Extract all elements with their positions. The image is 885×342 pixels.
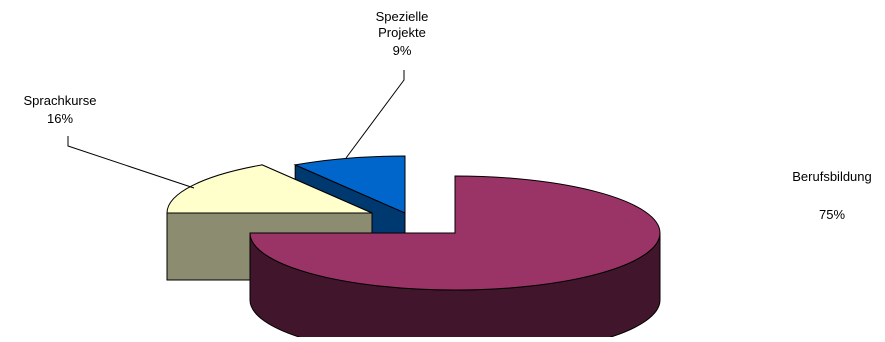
leader-line-sprachkurse	[67, 136, 195, 189]
label-spezielle-projekte-name: Spezielle	[376, 9, 429, 24]
data-labels: Berufsbildung 75% Sprachkurse 16% SpezielleP…	[24, 9, 872, 222]
slice-top	[249, 175, 661, 291]
label-sprachkurse-value: 16%	[47, 111, 73, 126]
slice-top	[293, 155, 406, 214]
pie-slice-berufsbildung	[249, 175, 661, 342]
label-spezielle-projekte-name: Projekte	[378, 25, 426, 40]
label-sprachkurse-name: Sprachkurse	[24, 93, 97, 108]
label-berufsbildung-value: 75%	[819, 207, 845, 222]
slice-top	[166, 164, 373, 214]
slices-layer	[166, 155, 661, 342]
leader-line-spezielle-projekte	[345, 70, 405, 159]
label-berufsbildung-name: Berufsbildung	[792, 169, 872, 184]
leader-lines	[67, 70, 405, 189]
label-spezielle-projekte-value: 9%	[393, 43, 412, 58]
